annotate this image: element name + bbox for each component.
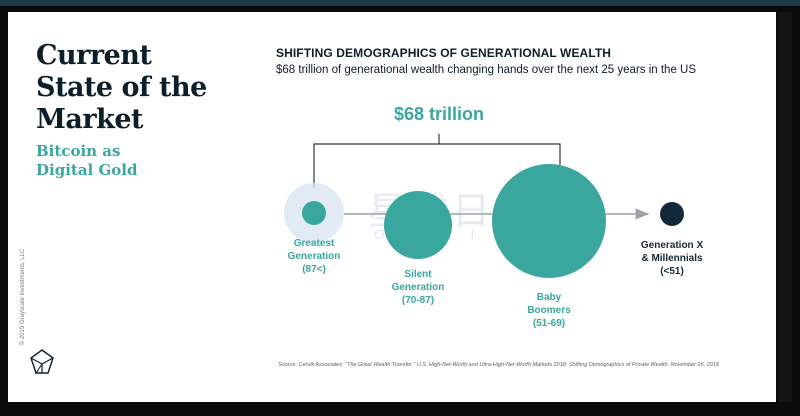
slide-subtitle-line: Digital Gold xyxy=(36,161,138,179)
baby-boomers-label-line: (51-69) xyxy=(533,318,565,329)
source-note: Source: Cerulli Associates: "The Great W… xyxy=(278,362,719,368)
total-bracket xyxy=(313,143,561,188)
slide-title: Current State of the Market xyxy=(36,40,236,136)
greatest-generation-label-line: Generation xyxy=(288,251,341,262)
right-edge-strip xyxy=(778,12,792,402)
presentation-slide: Current State of the Market Bitcoin as D… xyxy=(8,12,776,402)
chart-title: SHIFTING DEMOGRAPHICS OF GENERATIONAL WE… xyxy=(276,46,612,60)
greatest-generation-label-line: Greatest xyxy=(294,238,335,249)
chart-header: SHIFTING DEMOGRAPHICS OF GENERATIONAL WE… xyxy=(276,46,766,76)
silent-generation-label-line: (70-87) xyxy=(402,295,434,306)
greatest-generation-bubble xyxy=(302,201,326,225)
greatest-generation-label-line: (87<) xyxy=(302,264,326,275)
slide-title-line: Market xyxy=(36,104,143,135)
generational-wealth-diagram: $68 trillion Greatest Generation (87<) S… xyxy=(284,104,704,329)
total-wealth-label: $68 trillion xyxy=(394,104,484,124)
silent-generation-label-line: Generation xyxy=(392,282,445,293)
slide-title-line: State of the xyxy=(36,72,207,103)
gen-x-millennials-bubble xyxy=(660,202,684,226)
slide-subtitle: Bitcoin as Digital Gold xyxy=(36,142,236,180)
slide-title-line: Current xyxy=(36,40,152,71)
top-bar xyxy=(0,0,800,6)
gen-x-millennials-label-line: (<51) xyxy=(660,266,684,277)
grayscale-logo-icon xyxy=(30,349,54,374)
silent-generation-bubble xyxy=(384,191,452,259)
gen-x-millennials-label-line: & Millennials xyxy=(641,253,703,264)
silent-generation-label-line: Silent xyxy=(404,269,432,280)
baby-boomers-label-line: Boomers xyxy=(527,305,571,316)
slide-subtitle-line: Bitcoin as xyxy=(36,142,121,160)
baby-boomers-label-line: Baby xyxy=(537,292,562,303)
chart-subtitle: $68 trillion of generational wealth chan… xyxy=(276,64,697,76)
baby-boomers-bubble xyxy=(492,164,606,278)
gen-x-millennials-label-line: Generation X xyxy=(641,240,704,251)
